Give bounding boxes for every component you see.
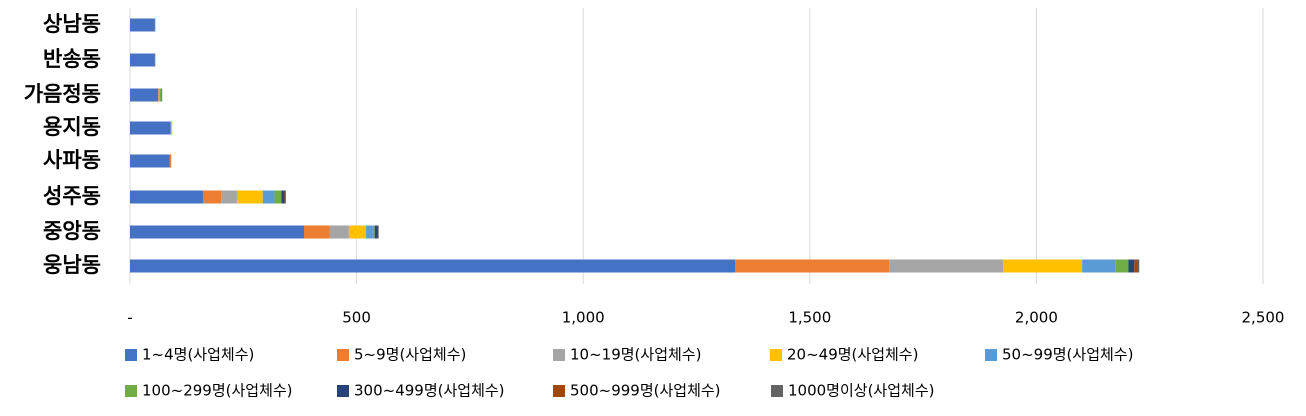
x-tick-label: 500 (342, 309, 371, 327)
y-tick-label: 중앙동 (43, 219, 101, 243)
y-tick-label: 사파동 (43, 148, 101, 172)
legend-swatch (553, 385, 565, 397)
x-tick-label: 1,500 (788, 309, 831, 327)
x-tick-label: 1,000 (562, 309, 605, 327)
bar-segment (735, 259, 890, 273)
bar-segment (1128, 259, 1135, 273)
bar-segment (158, 88, 160, 102)
bar-segment (1115, 259, 1129, 273)
bar-segment (130, 154, 170, 168)
legend-swatch (553, 349, 565, 361)
bar-segment (372, 225, 375, 239)
legend-swatch (771, 385, 783, 397)
bar-segment (1003, 259, 1083, 273)
bar-segment (262, 190, 275, 204)
legend-label: 500~999명(사업체수) (570, 382, 721, 400)
bar-segment (130, 225, 305, 239)
x-tick-label: 2,500 (1242, 309, 1285, 327)
bar-segment (1137, 259, 1140, 273)
y-tick-label: 상남동 (43, 12, 101, 36)
bar-segment (171, 121, 173, 135)
legend-label: 50~99명(사업체수) (1002, 346, 1133, 364)
bar-segment (329, 225, 349, 239)
bar-segment (236, 190, 263, 204)
legend-swatch (337, 349, 349, 361)
y-tick-label: 성주동 (43, 184, 101, 208)
legend-label: 10~19명(사업체수) (570, 346, 701, 364)
bar-segment (130, 259, 736, 273)
x-tick-label: 2,000 (1015, 309, 1058, 327)
bar-segment (281, 190, 285, 204)
y-tick-label: 웅남동 (43, 253, 101, 277)
legend-swatch (770, 349, 782, 361)
bar-segment (274, 190, 282, 204)
bar-segment (130, 88, 159, 102)
bar-segment (284, 190, 286, 204)
legend-swatch (125, 385, 137, 397)
bar-segment (130, 18, 155, 32)
y-tick-label: 용지동 (43, 115, 101, 139)
bar-segment (1134, 259, 1138, 273)
bar-segment (221, 190, 237, 204)
bar-segment (889, 259, 1004, 273)
legend-swatch (337, 385, 349, 397)
legend-label: 5~9명(사업체수) (354, 346, 466, 364)
bar-segment (366, 225, 373, 239)
legend-label: 20~49명(사업체수) (787, 346, 918, 364)
legend-label: 1~4명(사업체수) (142, 346, 254, 364)
bar-segment (130, 121, 171, 135)
bar-segment (169, 154, 172, 168)
bar-segment (202, 190, 222, 204)
y-tick-label: 반송동 (43, 47, 101, 71)
x-tick-label: - (127, 309, 132, 327)
bar-segment (130, 53, 155, 67)
bar-segment (130, 190, 203, 204)
bar-segment (1082, 259, 1116, 273)
legend-swatch (985, 349, 997, 361)
bar-segment (348, 225, 367, 239)
bar-segment (374, 225, 378, 239)
legend-label: 300~499명(사업체수) (354, 382, 505, 400)
legend-swatch (125, 349, 137, 361)
bar-segment (159, 88, 162, 102)
legend-label: 1000명이상(사업체수) (788, 382, 934, 400)
legend-label: 100~299명(사업체수) (142, 382, 293, 400)
bar-segment (304, 225, 330, 239)
y-tick-label: 가음정동 (24, 82, 101, 106)
